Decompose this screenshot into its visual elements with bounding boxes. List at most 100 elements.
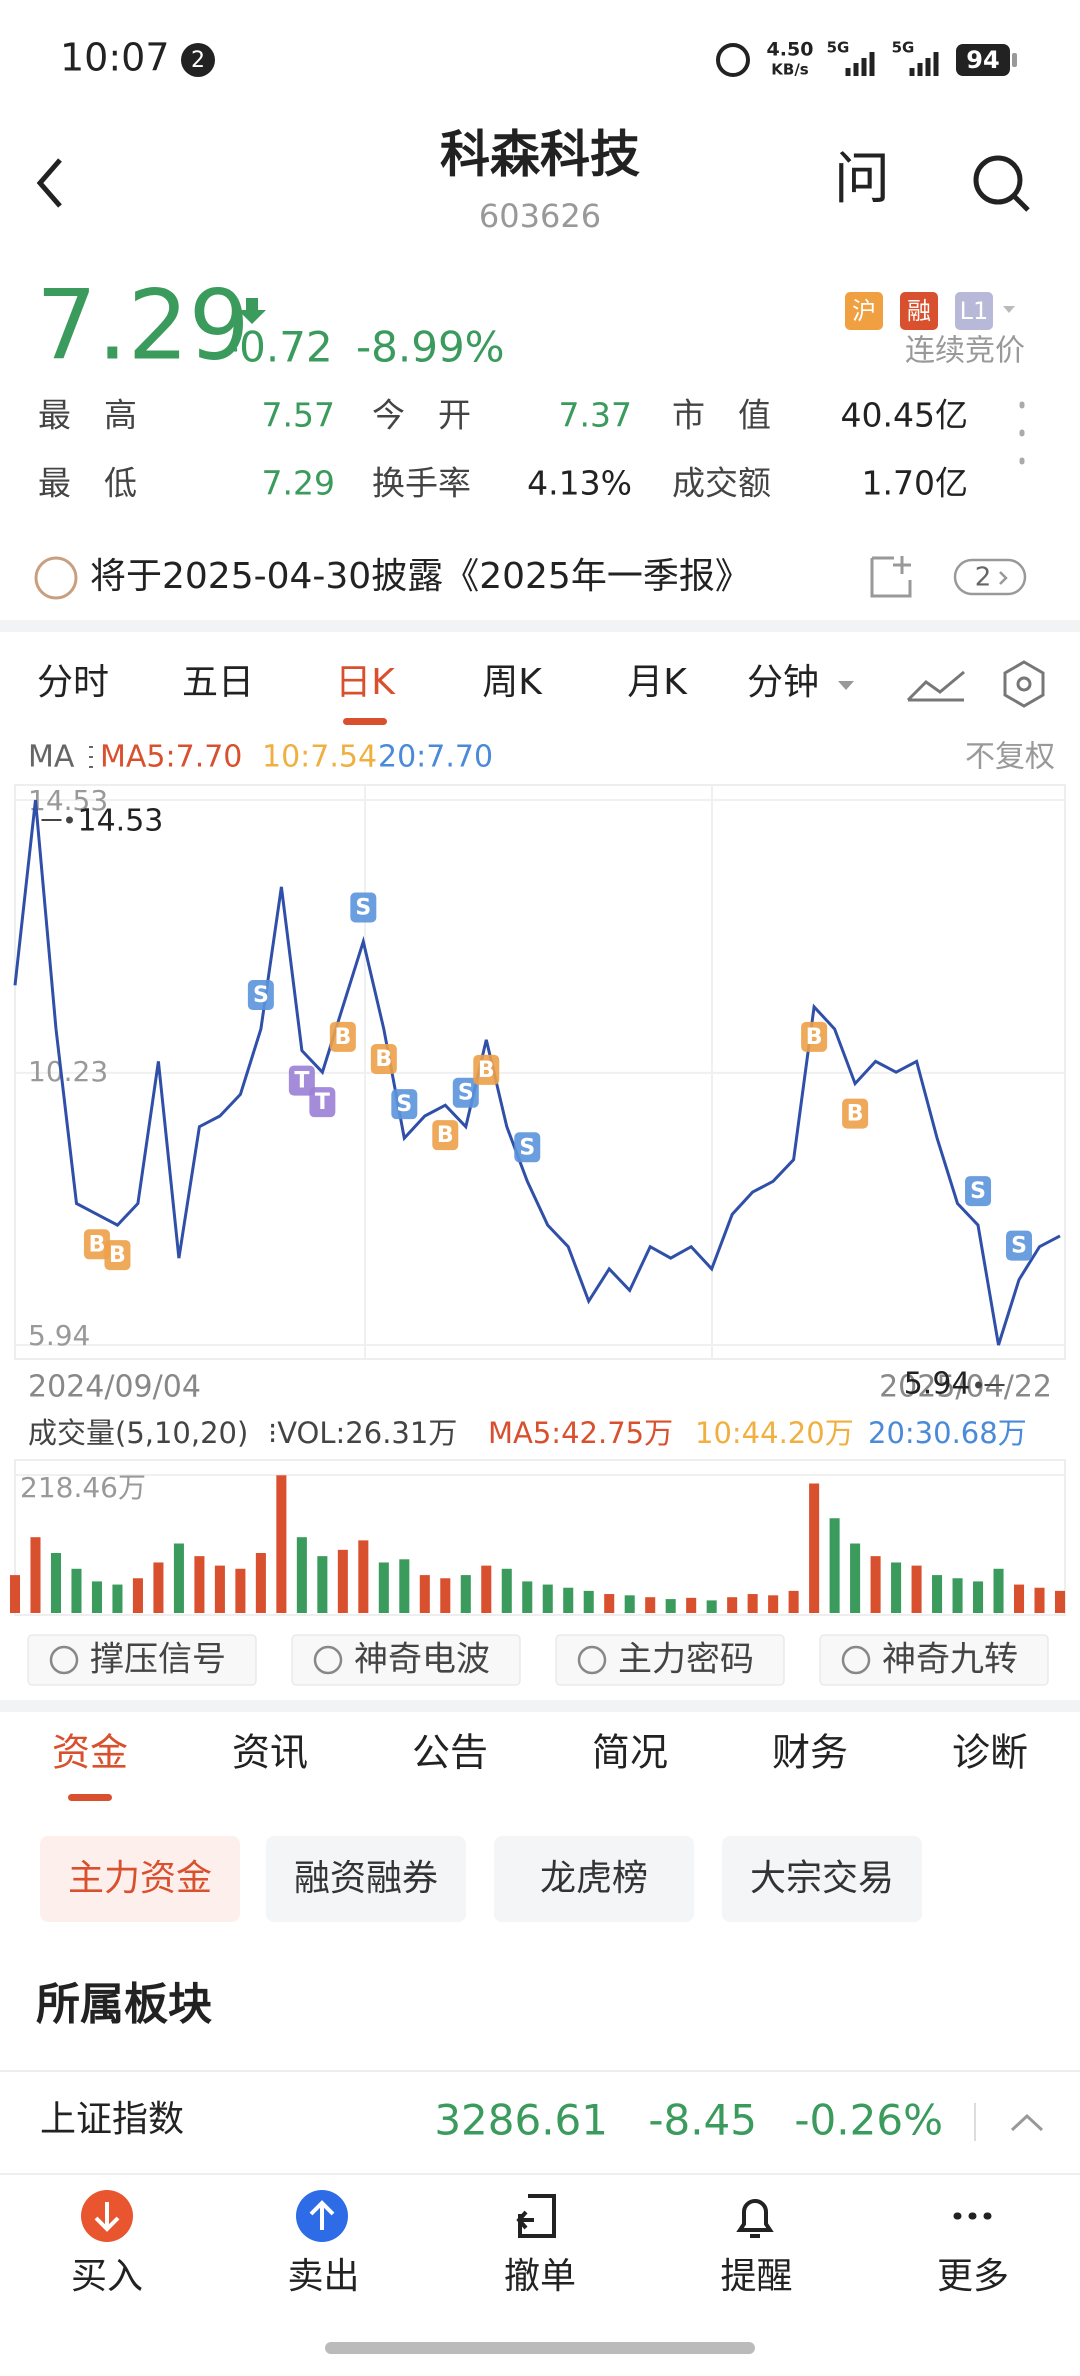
tool-label: 撑压信号: [90, 1640, 226, 1680]
info-tab[interactable]: 财务: [772, 1731, 848, 1775]
info-tab[interactable]: 资金: [52, 1731, 128, 1775]
nav-label[interactable]: 卖出: [287, 2256, 359, 2297]
volume-bar: [399, 1559, 410, 1613]
low-label: 5.94: [904, 1367, 971, 1402]
nav-label[interactable]: 更多: [937, 2256, 1009, 2297]
calendar-icon[interactable]: [870, 556, 912, 598]
nav-label[interactable]: 提醒: [720, 2256, 792, 2297]
chart-tab[interactable]: 月K: [627, 662, 688, 703]
back-button[interactable]: [36, 158, 62, 208]
search-button[interactable]: [973, 155, 1023, 205]
volume-bar: [9, 1575, 21, 1613]
signal-marker: [350, 892, 377, 923]
adjust-mode[interactable]: 不复权: [965, 740, 1055, 775]
ma5: MA5:7.70: [100, 740, 242, 775]
signal-marker-label: S: [970, 1179, 986, 1204]
volume-bar: [768, 1595, 779, 1613]
y-tick-label: 5.94: [28, 1319, 90, 1352]
nav-label[interactable]: 买入: [71, 2256, 143, 2297]
signal-label: 5G: [827, 39, 850, 57]
volume-bar: [686, 1597, 697, 1613]
badge-dropdown: [1003, 306, 1015, 313]
index-name[interactable]: 上证指数: [40, 2099, 184, 2140]
volume-bar: [891, 1562, 902, 1613]
chip[interactable]: [266, 1836, 466, 1922]
nav-label[interactable]: 撤单: [504, 2256, 576, 2297]
tool-button[interactable]: [27, 1634, 257, 1686]
volume-bar: [850, 1543, 861, 1613]
info-tab[interactable]: 简况: [592, 1731, 668, 1775]
volume-bar: [214, 1565, 225, 1613]
volume-bar: [255, 1552, 266, 1613]
stat-label: 今 开: [372, 396, 471, 435]
volume-ma5: MA5:42.75万: [488, 1416, 673, 1450]
signal-marker-label: B: [334, 1025, 351, 1050]
volume-bar: [809, 1483, 820, 1613]
volume-bar: [583, 1590, 594, 1613]
market-badge: [845, 292, 883, 330]
tab-indicator: [68, 1794, 112, 1801]
volume-bar: [235, 1568, 246, 1613]
volume-frame: [14, 1459, 1066, 1616]
end-date: 2025/04/22: [879, 1370, 1052, 1405]
tool-icon: [577, 1645, 607, 1675]
chart-tab[interactable]: 分时: [37, 662, 109, 703]
volume-bar: [91, 1581, 102, 1613]
chip[interactable]: [722, 1836, 922, 1922]
chart-tab[interactable]: 五日: [182, 662, 254, 703]
volume-bar: [563, 1587, 574, 1613]
tool-button[interactable]: [555, 1634, 785, 1686]
battery-tip: [1012, 53, 1017, 67]
volume-bar: [952, 1578, 963, 1613]
tool-label: 神奇电波: [354, 1640, 490, 1680]
signal-marker-label: S: [1011, 1234, 1027, 1259]
home-indicator: [325, 2342, 755, 2354]
volume-bar: [30, 1537, 41, 1613]
volume-bar: [317, 1556, 328, 1613]
chip-label: 龙虎榜: [540, 1858, 648, 1899]
ask-button[interactable]: 问: [834, 147, 890, 212]
price-line: [13, 799, 1061, 1346]
info-tab[interactable]: 诊断: [952, 1731, 1028, 1775]
volume-bar: [645, 1597, 656, 1613]
volume-bar: [932, 1575, 943, 1613]
market-badge: [955, 292, 993, 330]
market-badge: [900, 292, 938, 330]
signal-marker-label: B: [437, 1123, 454, 1148]
alarm-icon: [716, 43, 750, 77]
settings[interactable]: [1003, 660, 1045, 708]
notif-count: 2: [191, 48, 205, 73]
tool-button[interactable]: [819, 1634, 1049, 1686]
volume-bar: [788, 1590, 799, 1613]
chart-tab[interactable]: 分钟: [747, 662, 819, 703]
chip[interactable]: [494, 1836, 694, 1922]
chart-tab[interactable]: 日K: [335, 662, 396, 703]
stat-value: 7.57: [262, 396, 335, 435]
expand-button[interactable]: [1010, 2113, 1044, 2132]
chart-tab[interactable]: 周K: [482, 662, 543, 703]
draw-tool[interactable]: [906, 670, 965, 702]
stat-label: 市 值: [672, 396, 771, 435]
info-tab[interactable]: 资讯: [232, 1731, 308, 1775]
divider: [0, 620, 1080, 632]
market-badge-text: 融: [907, 297, 931, 325]
signal-marker-label: B: [89, 1232, 106, 1257]
tool-button[interactable]: [291, 1634, 521, 1686]
cancel-icon: [516, 2194, 556, 2238]
chip[interactable]: [40, 1836, 240, 1922]
ma20: 20:7.70: [378, 740, 493, 775]
info-tab[interactable]: 公告: [412, 1731, 488, 1775]
signal-bars: [845, 52, 875, 76]
tool-label: 主力密码: [618, 1640, 754, 1680]
notice-count-pill[interactable]: [953, 558, 1027, 596]
volume-bar: [50, 1552, 62, 1613]
pill-chevron: [999, 571, 1008, 585]
chip-label: 大宗交易: [750, 1858, 894, 1899]
minute-dropdown: [838, 681, 854, 690]
stat-value: 40.45亿: [841, 396, 968, 435]
signal-marker-label: S: [396, 1092, 412, 1117]
volume-bar: [501, 1568, 512, 1613]
notice-text[interactable]: 将于2025-04-30披露《2025年一季报》: [90, 556, 751, 597]
tool-label: 神奇九转: [882, 1640, 1018, 1680]
